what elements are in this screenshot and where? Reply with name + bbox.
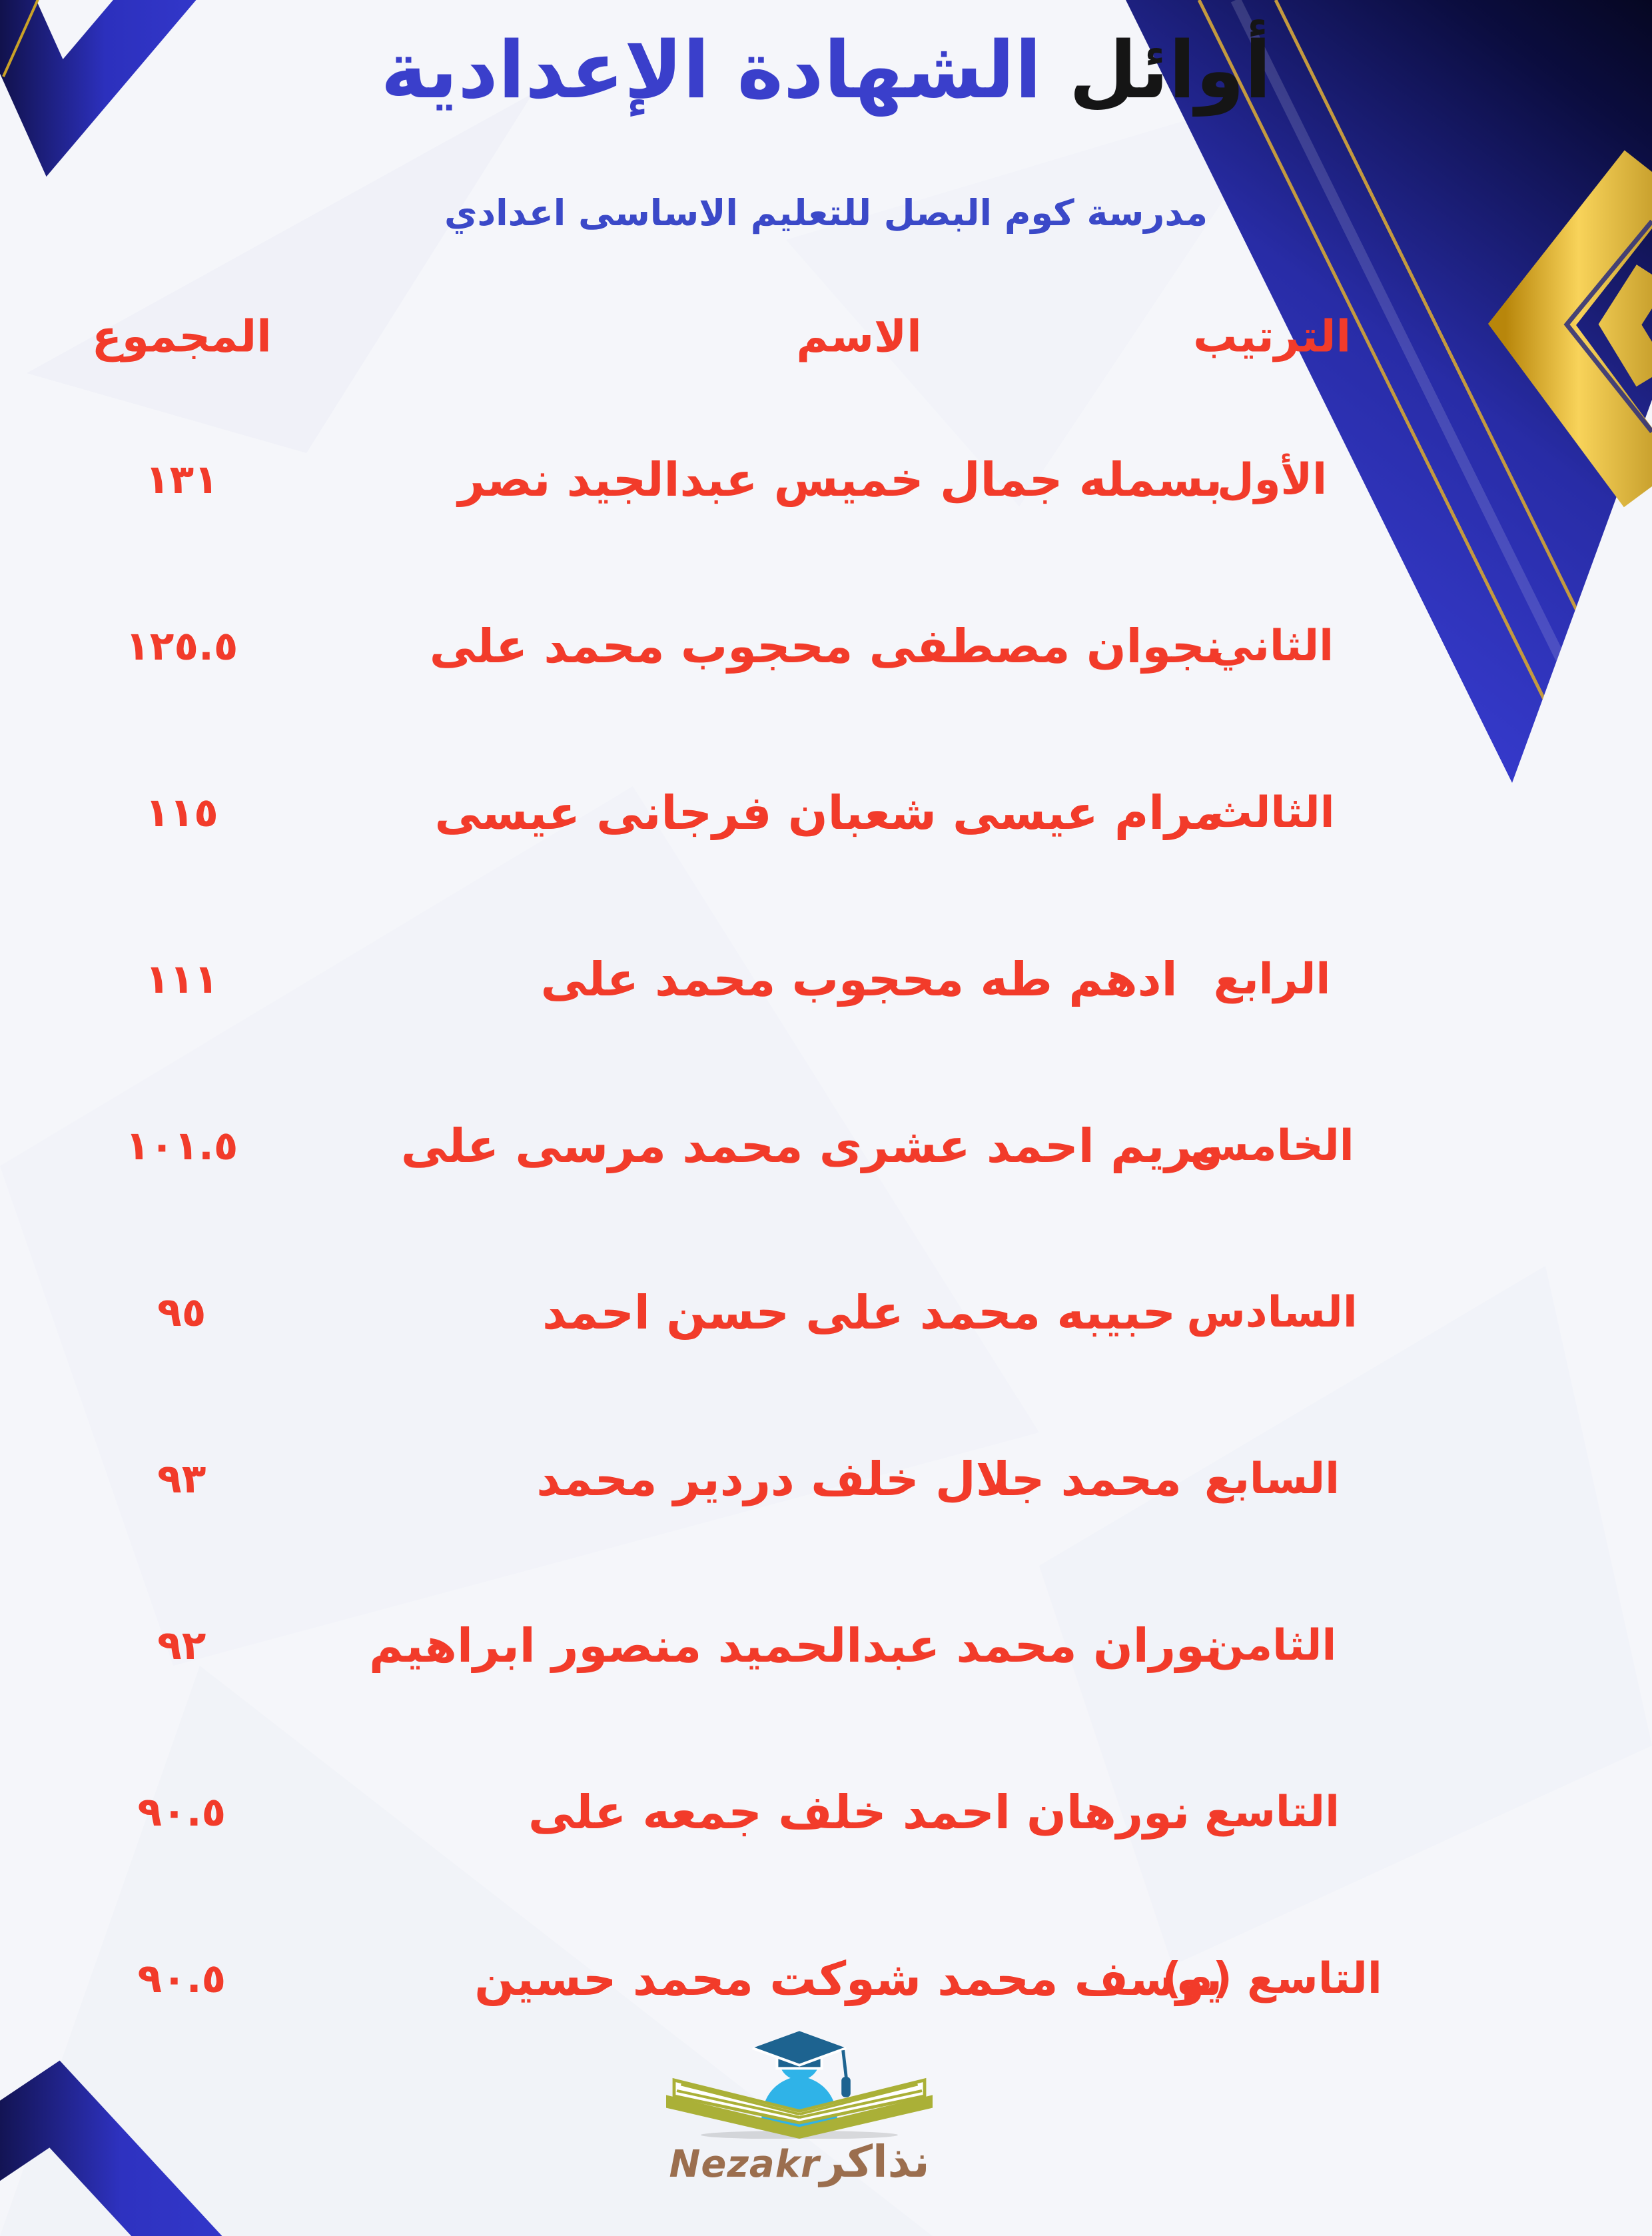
logo-arabic-name: نذاكر [819, 2136, 930, 2187]
open-book-icon [666, 2077, 933, 2139]
table-row: الخامس مريم احمد عشرى محمد مرسى على ١٠١.… [0, 1063, 1652, 1229]
name-cell: محمد جلال خلف دردير محمد [536, 1452, 1182, 1506]
name-cell: نورهان احمد خلف جمعه على [528, 1785, 1190, 1840]
rank-cell: السادس [1186, 1288, 1358, 1337]
rank-cell: التاسع (م) [1162, 1954, 1382, 2003]
logo-graphic-icon [666, 2031, 933, 2139]
title-word-black: أوائل [1068, 24, 1272, 116]
table-row: الثامن نوران محمد عبدالحميد منصور ابراهي… [0, 1562, 1652, 1729]
rank-cell: التاسع [1204, 1788, 1340, 1837]
name-cell: نجوان مصطفى محجوب محمد على [429, 619, 1223, 674]
rank-cell: السابع [1204, 1454, 1340, 1504]
page-title: أوائل الشهادة الإعدادية [0, 17, 1652, 123]
table-row: الرابع ادهم طه محجوب محمد على ١١١ [0, 896, 1652, 1063]
logo-text: نذاكرNezakr [593, 2140, 1006, 2184]
total-cell: ١٠١.٥ [125, 1123, 238, 1169]
logo-latin-name: Nezakr [669, 2143, 820, 2186]
total-cell: ٩٣ [157, 1456, 206, 1502]
table-row: التاسع نورهان احمد خلف جمعه على ٩٠.٥ [0, 1729, 1652, 1896]
table-row: السابع محمد جلال خلف دردير محمد ٩٣ [0, 1396, 1652, 1562]
name-cell: مريم احمد عشرى محمد مرسى على [400, 1119, 1223, 1173]
rank-cell: الثاني [1210, 622, 1334, 671]
total-cell: ١١١ [145, 956, 218, 1003]
total-cell: ١١٥ [145, 790, 218, 836]
rank-cell: الرابع [1213, 955, 1331, 1004]
title-rest-blue: الشهادة الإعدادية [380, 24, 1042, 116]
total-cell: ١٢٥.٥ [125, 623, 238, 670]
table-row: التاسع (م) يوسف محمد شوكت محمد حسين ٩٠.٥ [0, 1896, 1652, 2062]
name-cell: بسمله جمال خميس عبدالجيد نصر [458, 452, 1223, 507]
name-cell: نوران محمد عبدالحميد منصور ابراهيم [368, 1618, 1223, 1673]
tassel [841, 2077, 851, 2097]
table-row: الثاني نجوان مصطفى محجوب محمد على ١٢٥.٥ [0, 563, 1652, 730]
rank-cell: الأول [1217, 455, 1328, 504]
rank-cell: الخامس [1190, 1121, 1354, 1171]
table-row: السادس حبيبه محمد على حسن احمد ٩٥ [0, 1229, 1652, 1396]
name-cell: يوسف محمد شوكت محمد حسين [474, 1952, 1223, 2006]
header-rank: الترتيب [1193, 310, 1352, 362]
table-body: الأول بسمله جمال خميس عبدالجيد نصر ١٣١ ا… [0, 396, 1652, 2062]
name-cell: حبيبه محمد على حسن احمد [542, 1285, 1176, 1340]
table-header-row: الترتيب الاسم المجموع [0, 286, 1652, 386]
total-cell: ٩٢ [157, 1622, 206, 1669]
rank-cell: الثامن [1207, 1621, 1337, 1670]
graduation-cap-icon [751, 2031, 851, 2097]
header-name: الاسم [796, 310, 922, 362]
bottom-left-chevron [0, 2060, 222, 2236]
total-cell: ١٣١ [145, 456, 218, 503]
nezakr-logo: نذاكرNezakr [593, 2027, 1006, 2184]
school-name: مدرسة كوم البصل للتعليم الاساسى اعدادي [444, 192, 1208, 234]
total-cell: ٩٥ [157, 1289, 206, 1336]
total-cell: ٩٠.٥ [137, 1789, 226, 1836]
header-total: المجموع [91, 310, 272, 362]
table-row: الثالث مرام عيسى شعبان فرجانى عيسى ١١٥ [0, 730, 1652, 896]
name-cell: ادهم طه محجوب محمد على [540, 952, 1178, 1007]
table-row: الأول بسمله جمال خميس عبدالجيد نصر ١٣١ [0, 396, 1652, 563]
name-cell: مرام عيسى شعبان فرجانى عيسى [434, 786, 1223, 840]
total-cell: ٩٠.٥ [137, 1956, 226, 2002]
rank-cell: الثالث [1209, 788, 1335, 838]
